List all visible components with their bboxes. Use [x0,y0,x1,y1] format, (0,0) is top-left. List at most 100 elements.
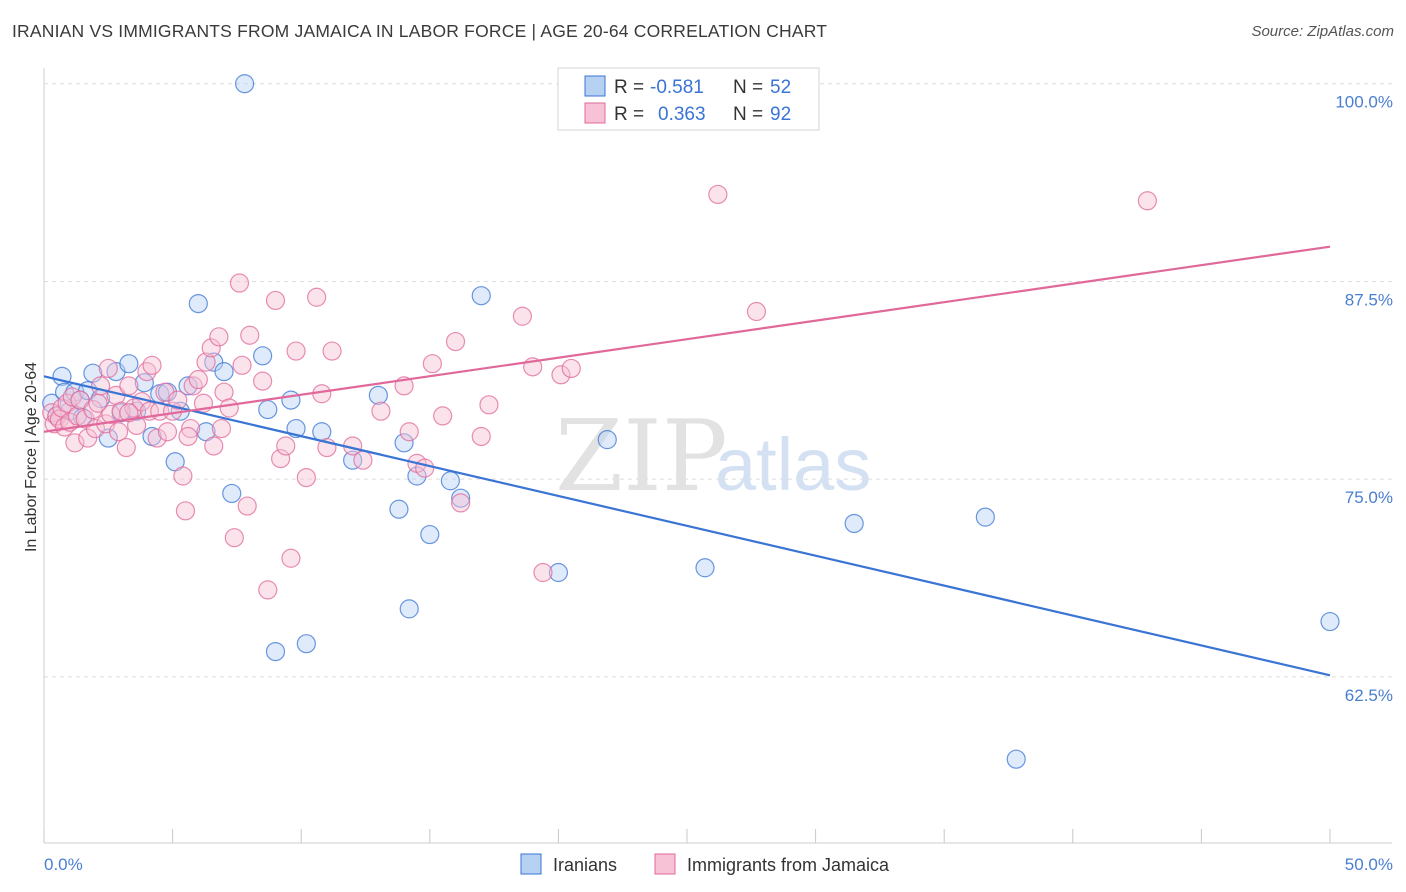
x-tick-label-0: 0.0% [44,855,83,874]
jamaica-point-39 [175,501,196,521]
jamaica-point-85 [561,358,581,379]
iranian-point-46 [548,562,569,583]
jamaica-point-74 [415,458,435,478]
jamaica-point-51 [224,528,244,548]
jamaica-point-41 [183,376,203,396]
legend-box: R = -0.581 N = 52 R = 0.363 N = 92 [557,67,820,131]
iranian-point-40 [399,599,419,619]
jamaica-point-61 [281,548,301,568]
jamaica-point-22 [108,422,129,442]
jamaica-point-57 [258,580,278,600]
jamaica-point-25 [119,376,139,396]
bottom-legend-swatch-jamaica [654,853,676,875]
iranian-point-27 [222,483,242,504]
jamaica-point-52 [229,273,250,293]
bottom-legend-label-iranians: Iranians [553,855,617,875]
jamaica-point-55 [240,325,260,345]
trendline-iranians [43,375,1331,677]
iranian-point-36 [343,450,363,470]
iranian-point-22 [178,376,198,396]
iranian-point-14 [119,354,139,374]
source-credit: Source: ZipAtlas.com [1251,23,1394,40]
jamaica-point-62 [286,341,306,361]
x-tick-labels: 0.0% 50.0% [44,855,1393,874]
iranian-point-32 [281,390,301,410]
jamaica-point-14 [83,399,103,420]
legend-n-label-2: N = [733,104,763,125]
grid-lines [44,83,1392,678]
legend-r-value-1: -0.581 [650,77,704,98]
watermark-zip: ZIP [555,400,728,514]
iranian-point-26 [214,362,234,382]
jamaica-point-54 [237,496,257,516]
jamaica-point-53 [232,355,252,375]
jamaica-point-79 [471,426,491,447]
jamaica-point-48 [211,418,232,439]
jamaica-point-70 [371,401,391,421]
iranian-point-48 [695,558,715,578]
jamaica-point-50 [219,398,239,418]
watermark-atlas: atlas [715,423,871,506]
iranian-point-16 [134,373,154,393]
axes [43,68,1392,844]
jamaica-point-75 [422,354,442,374]
jamaica-point-29 [137,362,157,382]
jamaica-point-88 [1137,191,1157,211]
jamaica-point-58 [265,290,286,311]
y-tick-label-1: 75.0% [1345,488,1393,507]
jamaica-point-78 [451,493,471,513]
jamaica-point-76 [433,406,453,426]
jamaica-point-60 [276,436,296,456]
jamaica-point-32 [147,428,167,448]
bottom-legend: Iranians Immigrants from Jamaica [520,853,890,875]
jamaica-point-24 [116,437,136,458]
iranian-point-11 [98,428,118,448]
iranian-point-38 [389,499,409,519]
iranian-point-39 [394,433,414,453]
bottom-legend-swatch-iranians [520,853,542,875]
jamaica-point-47 [209,327,229,347]
legend-swatch-iranians [584,75,606,97]
legend-n-label-1: N = [733,77,763,98]
jamaica-point-46 [204,436,224,456]
jamaica-point-59 [271,449,291,469]
jamaica-point-8 [62,387,82,407]
iranian-point-51 [1006,749,1026,769]
y-axis-label: In Labor Force | Age 20-64 [23,362,40,552]
jamaica-point-17 [90,376,111,396]
jamaica-point-35 [157,422,178,442]
iranian-point-23 [188,294,208,314]
bottom-legend-label-jamaica: Immigrants from Jamaica [687,855,890,875]
jamaica-point-91 [119,403,139,423]
jamaica-point-44 [196,352,216,372]
iranian-point-37 [368,385,388,405]
jamaica-point-67 [322,341,342,361]
jamaica-point-64 [307,287,327,307]
legend-n-value-1: 52 [770,77,791,98]
legend-n-value-2: 92 [770,104,791,125]
y-tick-label-0: 62.5% [1345,686,1393,705]
legend-r-value-2: 0.363 [658,104,706,125]
jamaica-point-42 [188,369,208,390]
iranian-point-47 [597,430,617,450]
iranian-point-28 [235,74,255,94]
jamaica-point-81 [512,306,532,326]
iranian-point-30 [258,399,278,420]
jamaica-point-90 [178,426,198,447]
jamaica-point-69 [353,450,373,470]
jamaica-point-86 [708,184,728,205]
chart-title: IRANIAN VS IMMIGRANTS FROM JAMAICA IN LA… [12,21,828,41]
jamaica-point-31 [142,355,162,375]
iranian-point-44 [451,488,471,508]
jamaica-point-40 [181,418,201,439]
jamaica-point-63 [296,468,316,488]
jamaica-point-56 [253,371,273,391]
iranian-point-43 [440,471,460,491]
legend-r-label-1: R = [614,77,644,98]
jamaica-point-9 [65,433,85,453]
iranian-point-29 [253,346,273,366]
trendlines [43,245,1331,677]
series-jamaica-points [42,72,1157,600]
jamaica-point-87 [746,301,767,322]
